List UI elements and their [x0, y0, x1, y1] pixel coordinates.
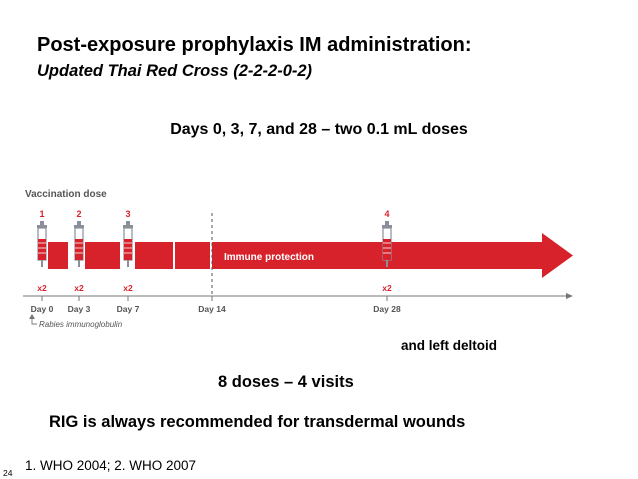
dose-multiplier: x2 — [74, 283, 84, 293]
slide-title: Post-exposure prophylaxis IM administrat… — [37, 34, 472, 56]
rig-recommendation: RIG is always recommended for transderma… — [49, 413, 466, 431]
slide-number: 24 — [3, 468, 13, 478]
dose-multiplier: x2 — [382, 283, 392, 293]
immune-protection-label: Immune protection — [224, 252, 314, 263]
vaccination-dose-heading: Vaccination dose — [25, 189, 107, 200]
dose-multiplier: x2 — [123, 283, 133, 293]
deltoid-note: and left deltoid — [401, 338, 497, 353]
syringe-icon — [123, 221, 133, 267]
protection-bar-segment — [85, 242, 120, 269]
day-label: Day 14 — [198, 304, 226, 314]
immune-protection-arrow — [212, 233, 573, 278]
day-label: Day 0 — [31, 304, 54, 314]
dose-multiplier: x2 — [37, 283, 47, 293]
timeline-arrowhead — [566, 293, 573, 299]
rig-pointer-arrowhead — [29, 314, 35, 319]
dose-number-1: 1 — [39, 209, 44, 219]
dose-number-2: 2 — [76, 209, 81, 219]
protection-bar-segment — [175, 242, 210, 269]
day-label: Day 28 — [373, 304, 401, 314]
references: 1. WHO 2004; 2. WHO 2007 — [25, 458, 197, 473]
slide-subtitle: Updated Thai Red Cross (2-2-2-0-2) — [37, 62, 313, 80]
syringe-icon — [74, 221, 84, 267]
syringe-icon — [37, 221, 47, 267]
vaccination-schedule-diagram: Vaccination dose 1 2 3 4 Immune protecti… — [23, 189, 573, 329]
day-label: Day 3 — [68, 304, 91, 314]
schedule-text: Days 0, 3, 7, and 28 – two 0.1 mL doses — [0, 121, 638, 139]
rig-note: Rabies immunoglobulin — [39, 320, 123, 329]
schedule-text-label: Days 0, 3, 7, and 28 – two 0.1 mL doses — [170, 121, 468, 138]
protection-bar-segment — [135, 242, 173, 269]
day-label: Day 7 — [117, 304, 140, 314]
dose-number-4: 4 — [384, 209, 389, 219]
protection-bar-segment — [48, 242, 68, 269]
dose-number-3: 3 — [125, 209, 130, 219]
visits-text: 8 doses – 4 visits — [218, 373, 354, 391]
syringe-icon — [382, 221, 392, 267]
